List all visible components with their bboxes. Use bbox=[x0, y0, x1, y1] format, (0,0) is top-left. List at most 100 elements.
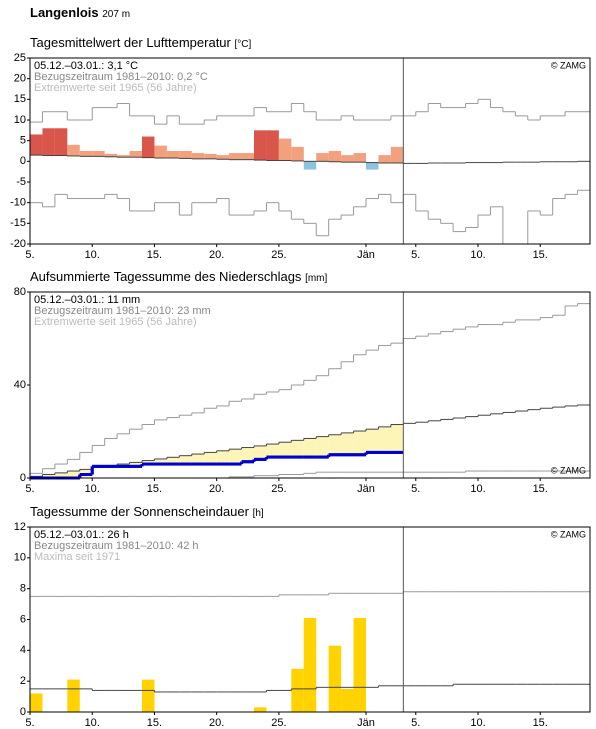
deficit-area bbox=[353, 431, 366, 455]
chart-title: Aufsummierte Tagessumme des Niederschlag… bbox=[30, 269, 328, 284]
x-tick-label: 10. bbox=[470, 717, 485, 729]
deficit-area bbox=[341, 432, 354, 455]
chart-title-text: Aufsummierte Tagessumme des Niederschlag… bbox=[30, 269, 302, 284]
x-tick-label: Jän bbox=[357, 717, 375, 729]
bar bbox=[67, 679, 80, 712]
bar bbox=[353, 153, 366, 163]
bar bbox=[254, 130, 267, 161]
y-tick-label: 20 bbox=[14, 73, 26, 85]
bar bbox=[241, 153, 254, 160]
bar bbox=[254, 707, 267, 712]
deficit-area bbox=[179, 455, 192, 465]
x-tick-label: 5. bbox=[25, 717, 34, 729]
bar bbox=[366, 162, 379, 170]
annotation: Bezugszeitraum 1981–2010: 42 h bbox=[34, 540, 199, 552]
y-tick-label: -5 bbox=[16, 176, 26, 188]
x-tick-label: 25. bbox=[271, 483, 286, 495]
deficit-area bbox=[154, 458, 167, 465]
x-tick-label: 20. bbox=[209, 717, 224, 729]
y-tick-label: 12 bbox=[14, 521, 26, 533]
x-tick-label: 25. bbox=[271, 717, 286, 729]
deficit-area bbox=[328, 434, 342, 455]
bar bbox=[303, 617, 317, 712]
x-tick-label: 10. bbox=[85, 717, 100, 729]
y-tick-label: 25 bbox=[14, 52, 26, 64]
copyright: © ZAMG bbox=[551, 529, 586, 539]
bar bbox=[117, 155, 130, 158]
bar bbox=[278, 138, 292, 161]
x-tick-label: 15. bbox=[147, 717, 162, 729]
bar bbox=[390, 146, 404, 163]
y-tick-label: 0 bbox=[20, 472, 26, 484]
bar bbox=[378, 155, 391, 163]
y-tick-label: 0 bbox=[20, 706, 26, 718]
annotation: Bezugszeitraum 1981–2010: 0,2 °C bbox=[34, 71, 208, 83]
bar bbox=[104, 153, 118, 157]
station-elevation: 207 m bbox=[102, 9, 130, 20]
bar bbox=[142, 679, 155, 712]
deficit-area bbox=[216, 450, 230, 465]
deficit-area bbox=[291, 440, 304, 458]
deficit-area bbox=[254, 445, 267, 460]
y-tick-label: 6 bbox=[20, 613, 26, 625]
copyright: © ZAMG bbox=[551, 465, 586, 475]
deficit-area bbox=[229, 449, 242, 465]
x-tick-label: 15. bbox=[533, 249, 548, 261]
bar bbox=[30, 134, 43, 156]
bar bbox=[229, 153, 242, 160]
x-tick-label: 15. bbox=[147, 249, 162, 261]
chart-unit: [°C] bbox=[235, 39, 252, 50]
x-tick-label: 5. bbox=[411, 249, 420, 261]
bar bbox=[166, 151, 180, 159]
deficit-area bbox=[142, 460, 155, 465]
bar bbox=[129, 151, 142, 158]
annotation: Maxima seit 1971 bbox=[34, 551, 120, 563]
x-tick-label: 10. bbox=[85, 483, 100, 495]
y-tick-label: -10 bbox=[10, 197, 26, 209]
x-tick-label: 15. bbox=[533, 483, 548, 495]
x-tick-label: 5. bbox=[411, 483, 420, 495]
bar bbox=[353, 617, 366, 712]
bar bbox=[92, 151, 105, 157]
bar bbox=[42, 128, 55, 156]
chart-unit: [mm] bbox=[305, 273, 327, 284]
deficit-area bbox=[54, 472, 68, 478]
bar bbox=[54, 128, 68, 156]
copyright: © ZAMG bbox=[551, 60, 586, 70]
y-tick-label: 5 bbox=[20, 135, 26, 147]
deficit-area bbox=[278, 442, 292, 458]
station-name: Langenlois bbox=[30, 5, 99, 20]
annotation: 05.12.–03.01.: 11 mm bbox=[34, 294, 140, 306]
deficit-area bbox=[316, 436, 329, 458]
x-tick-label: 20. bbox=[209, 483, 224, 495]
annotation: 05.12.–03.01.: 3,1 °C bbox=[34, 60, 138, 72]
deficit-area bbox=[79, 469, 93, 475]
chart-title-text: Tagessumme der Sonnenscheindauer bbox=[30, 504, 250, 519]
plot-frame bbox=[29, 57, 591, 245]
bar bbox=[154, 145, 167, 159]
chart-title: Tagesmittelwert der Lufttemperatur [°C] bbox=[30, 35, 251, 50]
y-tick-label: 0 bbox=[20, 155, 26, 167]
y-tick-label: 40 bbox=[14, 379, 26, 391]
chart-unit: [h] bbox=[253, 508, 264, 519]
bar bbox=[291, 146, 304, 161]
chart-title-text: Tagesmittelwert der Lufttemperatur bbox=[30, 35, 232, 50]
bar bbox=[142, 136, 155, 158]
bar bbox=[204, 153, 217, 159]
x-tick-label: Jän bbox=[357, 249, 375, 261]
plot-background bbox=[30, 58, 590, 244]
bar bbox=[291, 668, 304, 712]
y-tick-label: 8 bbox=[20, 583, 26, 595]
annotation: Extremwerte seit 1965 (56 Jahre) bbox=[34, 316, 197, 328]
deficit-area bbox=[42, 474, 55, 478]
annotation: 05.12.–03.01.: 26 h bbox=[34, 529, 129, 541]
x-tick-label: 5. bbox=[25, 483, 34, 495]
deficit-area bbox=[204, 452, 217, 465]
deficit-area bbox=[191, 454, 205, 465]
bar bbox=[316, 153, 329, 162]
chart-title: Tagessumme der Sonnenscheindauer [h] bbox=[30, 504, 264, 519]
y-tick-label: -20 bbox=[10, 238, 26, 250]
x-tick-label: 10. bbox=[85, 249, 100, 261]
deficit-area bbox=[366, 429, 379, 453]
